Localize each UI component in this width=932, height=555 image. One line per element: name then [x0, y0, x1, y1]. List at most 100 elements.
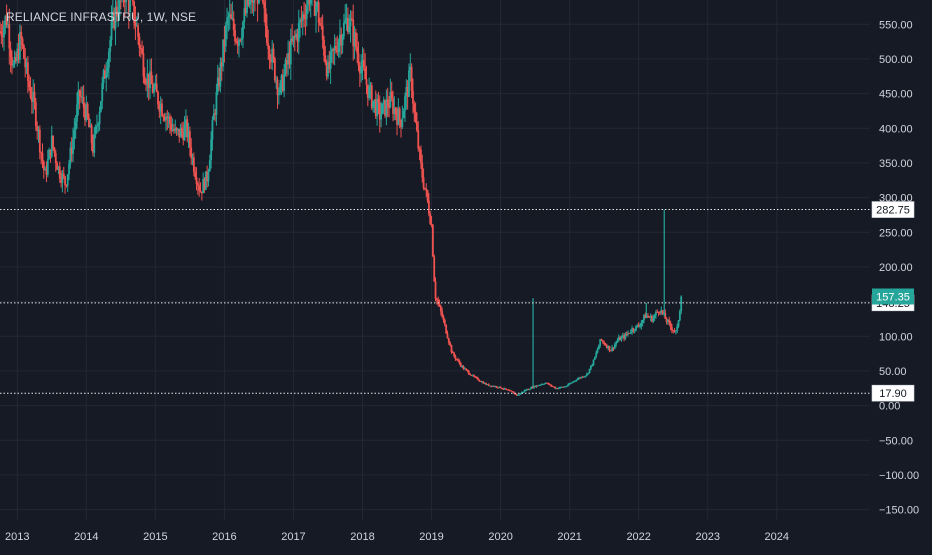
candle-body: [558, 387, 560, 389]
candle-body: [82, 96, 85, 108]
candle-body: [105, 72, 108, 79]
candle-body: [332, 49, 335, 51]
candle-body: [340, 34, 343, 46]
candle-body: [4, 16, 7, 26]
candle-body: [62, 173, 65, 177]
price-line-badge: 17.90: [871, 384, 915, 402]
candle-body: [396, 114, 398, 125]
candle-body: [46, 159, 49, 175]
candle-body: [275, 79, 278, 81]
y-tick-label: 350.00: [879, 158, 913, 170]
candle-body: [380, 114, 382, 120]
y-tick-label: 550.00: [879, 19, 913, 31]
candle-body: [608, 345, 611, 351]
candle-body: [547, 383, 550, 385]
candle-body: [463, 368, 466, 370]
x-tick-label: 2015: [143, 531, 167, 543]
x-tick-label: 2020: [488, 531, 512, 543]
candle-body: [535, 385, 538, 388]
candle-body: [23, 45, 25, 59]
candle-body: [65, 184, 68, 186]
candle-body: [74, 121, 77, 130]
candle-body: [146, 73, 149, 85]
candle-body: [9, 48, 12, 57]
candle-body: [277, 93, 280, 96]
candle-body: [536, 385, 539, 387]
candle-body: [303, 14, 305, 18]
candle-body: [670, 326, 673, 331]
grid-layer: [0, 0, 870, 520]
candle-body: [44, 168, 47, 171]
candle-body: [651, 315, 653, 322]
candle-body: [550, 384, 552, 386]
candle-body: [232, 18, 235, 30]
candle-body: [45, 168, 48, 175]
candle-body: [477, 377, 479, 381]
candle-body: [287, 52, 290, 65]
y-tick-label: 100.00: [879, 331, 913, 343]
candle-body: [546, 382, 548, 384]
candle-body: [645, 315, 648, 319]
candle-body: [251, 0, 254, 3]
candle-body: [131, 0, 134, 2]
candle-body: [58, 166, 61, 179]
x-tick-label: 2013: [5, 531, 29, 543]
candle-body: [664, 312, 667, 319]
candle-body: [639, 326, 641, 328]
candle-body: [70, 147, 73, 155]
x-tick-label: 2023: [695, 531, 719, 543]
candle-body: [434, 281, 437, 299]
candle-body: [374, 99, 377, 117]
candle-body: [285, 59, 288, 65]
candle-body: [223, 39, 226, 47]
candle-body: [487, 384, 490, 386]
candle-body: [191, 157, 194, 159]
candle-body: [78, 90, 81, 96]
candle-body: [188, 131, 191, 148]
candle-body: [408, 70, 410, 97]
candle-body: [115, 6, 118, 16]
candle-body: [570, 382, 572, 384]
candle-body: [365, 79, 368, 85]
candle-body: [258, 0, 260, 4]
candle-body: [317, 2, 320, 23]
candle-body: [222, 39, 224, 67]
candle-body: [441, 311, 444, 317]
candle-body: [187, 131, 190, 138]
candle-body: [335, 45, 337, 51]
candle-body: [404, 96, 406, 111]
candle-body: [576, 378, 579, 381]
candle-body: [427, 200, 430, 214]
candle-body: [103, 70, 106, 79]
candle-body: [57, 166, 60, 170]
candle-body: [268, 49, 271, 60]
candle-body: [461, 365, 463, 367]
candle-body: [498, 386, 501, 388]
axes-layer: 550.00500.00450.00400.00350.00300.00250.…: [5, 19, 919, 543]
candle-body: [467, 371, 470, 374]
candle-body: [243, 8, 246, 22]
candle-body: [453, 352, 456, 357]
candle-body: [159, 103, 162, 112]
candle-body: [667, 320, 669, 322]
candle-body: [490, 385, 493, 387]
candle-body: [613, 344, 616, 349]
candle-body: [389, 91, 392, 108]
candle-body: [169, 116, 171, 124]
candle-body: [564, 386, 567, 388]
candle-body: [512, 392, 515, 394]
price-line-badge-text: 282.75: [876, 205, 910, 217]
candle-body: [358, 65, 361, 74]
candle-body: [360, 66, 363, 74]
candle-body: [543, 383, 546, 385]
candle-body: [218, 77, 220, 87]
candle-body: [228, 14, 231, 17]
candle-body: [36, 126, 39, 131]
candle-body: [352, 19, 355, 47]
candle-body: [292, 36, 295, 42]
candle-body: [50, 135, 53, 157]
candle-body: [616, 340, 619, 343]
candle-body: [551, 385, 554, 387]
